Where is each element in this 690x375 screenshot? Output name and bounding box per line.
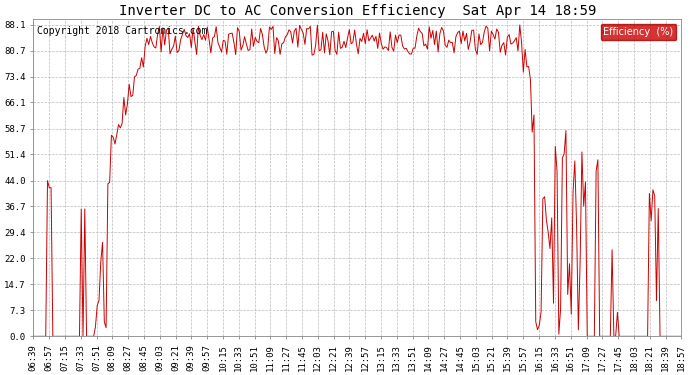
Legend: Efficiency  (%): Efficiency (%)	[600, 24, 676, 40]
Text: Copyright 2018 Cartronics.com: Copyright 2018 Cartronics.com	[37, 26, 207, 36]
Title: Inverter DC to AC Conversion Efficiency  Sat Apr 14 18:59: Inverter DC to AC Conversion Efficiency …	[119, 4, 596, 18]
